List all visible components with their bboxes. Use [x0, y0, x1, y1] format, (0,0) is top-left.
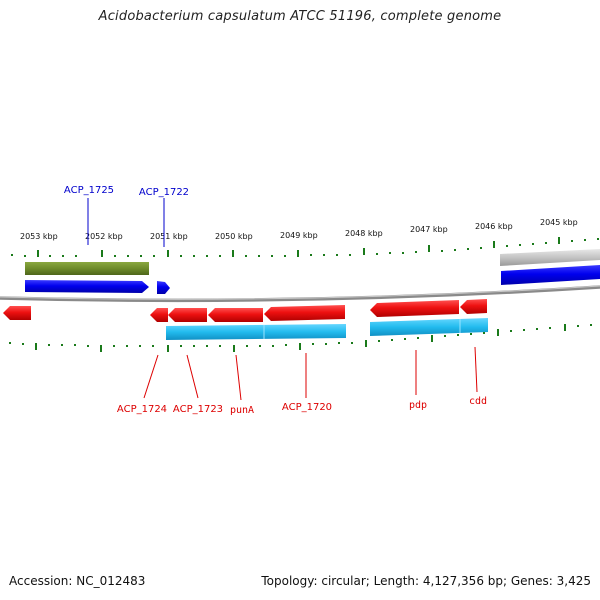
scale-label-2049: 2049 kbp [280, 231, 318, 240]
bottom-gene-labels: ACP_1724 ACP_1723 punA ACP_1720 pdp cdd [117, 346, 487, 416]
genome-backbone [0, 285, 600, 303]
gene-acp-1720[interactable] [264, 305, 345, 321]
label-acp-1720[interactable]: ACP_1720 [282, 402, 332, 413]
label-cdd[interactable]: cdd [469, 396, 487, 407]
scale-label-2046: 2046 kbp [475, 222, 513, 231]
top-gene-labels: ACP_1725 ACP_1722 [64, 185, 189, 247]
scale-label-2053: 2053 kbp [20, 232, 58, 241]
gene-cdd[interactable] [460, 299, 487, 314]
label-acp-1723[interactable]: ACP_1723 [173, 404, 223, 415]
gene-pdp[interactable] [370, 300, 459, 317]
gene-acp-1724[interactable] [150, 308, 168, 322]
genome-backbone-highlight [0, 285, 600, 300]
label-acp-1724[interactable]: ACP_1724 [117, 404, 167, 415]
accession-text: Accession: NC_012483 [9, 574, 146, 588]
reverse-cds-block-1[interactable] [166, 324, 346, 340]
forward-cds-block-right[interactable] [500, 249, 600, 266]
label-acp-1722[interactable]: ACP_1722 [139, 187, 189, 198]
gene-forward-right[interactable] [501, 265, 600, 285]
bottom-ruler [9, 324, 592, 352]
label-acp-1725[interactable]: ACP_1725 [64, 185, 114, 196]
map-title: Acidobacterium capsulatum ATCC 51196, co… [98, 9, 502, 24]
scale-label-2048: 2048 kbp [345, 229, 383, 238]
gene-acp-1722[interactable] [157, 281, 170, 294]
forward-cds-block[interactable] [25, 262, 149, 275]
scale-label-2047: 2047 kbp [410, 225, 448, 234]
reverse-cds-block-2[interactable] [370, 318, 488, 336]
scale-label-2050: 2050 kbp [215, 232, 253, 241]
label-puna[interactable]: punA [230, 405, 254, 416]
label-pdp[interactable]: pdp [409, 400, 427, 411]
gene-acp-1725[interactable] [25, 280, 149, 293]
scale-labels: 2053 kbp 2052 kbp 2051 kbp 2050 kbp 2049… [20, 218, 578, 241]
gene-acp-1723[interactable] [168, 308, 207, 322]
top-ruler [11, 237, 599, 257]
scale-label-2045: 2045 kbp [540, 218, 578, 227]
scale-label-2051: 2051 kbp [150, 232, 188, 241]
gene-reverse-left[interactable] [3, 306, 31, 320]
genome-summary-text: Topology: circular; Length: 4,127,356 bp… [261, 574, 591, 588]
scale-label-2052: 2052 kbp [85, 232, 123, 241]
gene-puna[interactable] [208, 308, 263, 322]
